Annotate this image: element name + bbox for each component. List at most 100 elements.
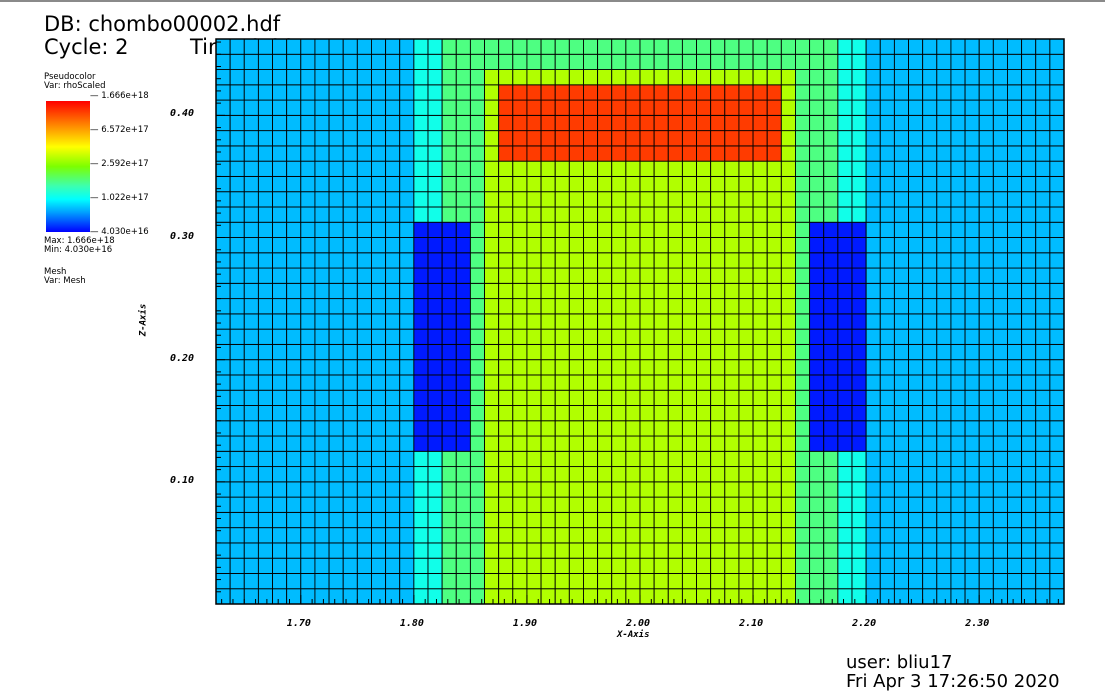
heatmap-cell xyxy=(950,527,966,544)
heatmap-cell xyxy=(908,389,924,406)
heatmap-cell xyxy=(272,511,288,529)
heatmap-cell xyxy=(328,298,344,315)
heatmap-cell xyxy=(512,145,528,162)
heatmap-cell xyxy=(625,359,641,376)
heatmap-cell xyxy=(498,511,514,529)
heatmap-cell xyxy=(823,175,839,193)
heatmap-cell xyxy=(653,99,669,116)
heatmap-cell xyxy=(371,496,387,513)
heatmap-cell xyxy=(611,160,627,177)
heatmap-cell xyxy=(837,145,853,162)
heatmap-cell xyxy=(950,99,966,116)
heatmap-cell xyxy=(1007,53,1023,70)
heatmap-cell xyxy=(512,328,528,345)
heatmap-cell xyxy=(639,420,655,437)
heatmap-cell xyxy=(554,298,570,315)
heatmap-cell xyxy=(724,542,740,559)
heatmap-cell xyxy=(681,313,697,330)
heatmap-cell xyxy=(978,588,994,605)
heatmap-cell xyxy=(1021,557,1037,574)
heatmap-cell xyxy=(300,481,316,498)
heatmap-cell xyxy=(597,374,613,391)
heatmap-cell xyxy=(653,466,669,483)
heatmap-cell xyxy=(809,557,825,574)
heatmap-cell xyxy=(314,160,330,177)
heatmap-cell xyxy=(893,542,909,559)
heatmap-cell xyxy=(385,359,401,376)
heatmap-cell xyxy=(243,298,259,315)
heatmap-cell xyxy=(243,328,259,345)
heatmap-cell xyxy=(978,175,994,193)
heatmap-cell xyxy=(1007,267,1023,284)
heatmap-cell xyxy=(681,175,697,193)
heatmap-cell xyxy=(526,282,542,300)
heatmap-cell xyxy=(653,405,669,422)
heatmap-cell xyxy=(639,573,655,590)
heatmap-cell xyxy=(540,252,556,269)
heatmap-cell xyxy=(399,191,415,208)
heatmap-cell xyxy=(851,114,867,132)
heatmap-cell xyxy=(356,282,372,300)
heatmap-cell xyxy=(936,481,952,498)
heatmap-cell xyxy=(215,466,231,483)
heatmap-cell xyxy=(908,343,924,361)
legend-plot-name: Pseudocolor xyxy=(44,72,96,82)
heatmap-cell xyxy=(441,237,457,254)
heatmap-cell xyxy=(399,542,415,559)
heatmap-cell xyxy=(455,191,471,208)
heatmap-cell xyxy=(314,328,330,345)
heatmap-cell xyxy=(272,389,288,406)
heatmap-cell xyxy=(469,114,485,132)
heatmap-cell xyxy=(526,588,542,605)
heatmap-cell xyxy=(469,450,485,468)
y-tick-label: 0.30 xyxy=(170,230,195,242)
heatmap-cell xyxy=(1049,160,1065,177)
heatmap-cell xyxy=(710,69,726,86)
heatmap-cell xyxy=(922,343,938,361)
heatmap-cell xyxy=(696,511,712,529)
heatmap-cell xyxy=(724,99,740,116)
heatmap-cell xyxy=(964,466,980,483)
heatmap-cell xyxy=(922,145,938,162)
heatmap-cell xyxy=(314,466,330,483)
heatmap-cell xyxy=(922,252,938,269)
heatmap-cell xyxy=(879,114,895,132)
heatmap-cell xyxy=(229,405,245,422)
heatmap-cell xyxy=(639,588,655,605)
heatmap-cell xyxy=(639,114,655,132)
heatmap-cell xyxy=(724,313,740,330)
heatmap-cell xyxy=(568,466,584,483)
heatmap-cell xyxy=(583,573,599,590)
heatmap-cell xyxy=(696,405,712,422)
heatmap-cell xyxy=(922,221,938,238)
heatmap-cell xyxy=(399,389,415,406)
heatmap-cell xyxy=(498,313,514,330)
heatmap-cell xyxy=(809,527,825,544)
heatmap-cell xyxy=(780,542,796,559)
heatmap-cell xyxy=(272,145,288,162)
heatmap-cell xyxy=(893,114,909,132)
heatmap-cell xyxy=(243,175,259,193)
heatmap-cell xyxy=(314,588,330,605)
heatmap-cell xyxy=(526,466,542,483)
heatmap-cell xyxy=(257,130,273,147)
heatmap-cell xyxy=(653,221,669,238)
heatmap-cell xyxy=(484,527,500,544)
heatmap-cell xyxy=(1021,359,1037,376)
heatmap-cell xyxy=(1021,206,1037,223)
heatmap-cell xyxy=(922,511,938,529)
heatmap-cell xyxy=(1049,328,1065,345)
heatmap-cell xyxy=(1007,405,1023,422)
heatmap-cell xyxy=(314,496,330,513)
heatmap-cell xyxy=(328,557,344,574)
heatmap-cell xyxy=(851,374,867,391)
heatmap-cell xyxy=(978,145,994,162)
heatmap-cell xyxy=(625,496,641,513)
heatmap-cell xyxy=(893,374,909,391)
heatmap-cell xyxy=(583,191,599,208)
heatmap-cell xyxy=(328,573,344,590)
heatmap-cell xyxy=(229,237,245,254)
heatmap-cell xyxy=(469,557,485,574)
heatmap-cell xyxy=(399,511,415,529)
heatmap-cell xyxy=(950,69,966,86)
